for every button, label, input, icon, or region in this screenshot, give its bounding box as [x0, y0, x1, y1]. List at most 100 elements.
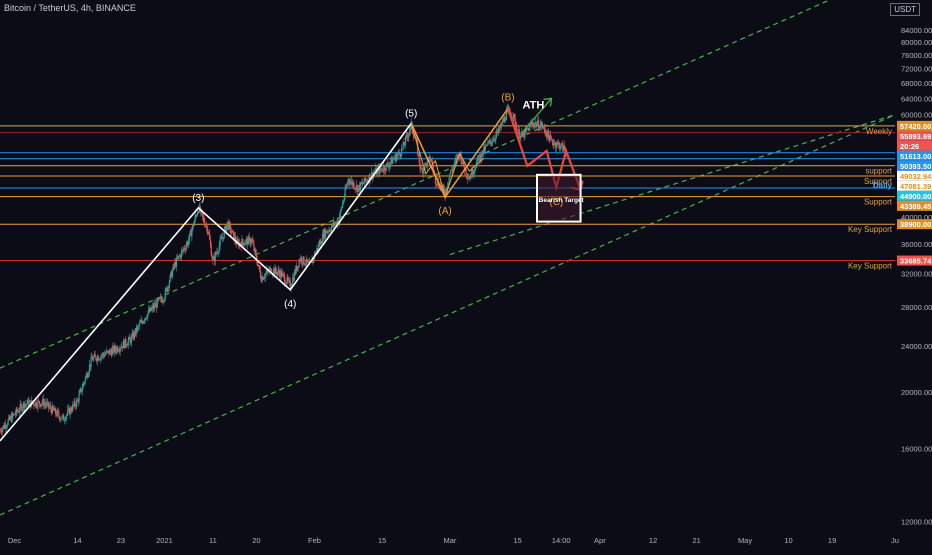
candle-body [396, 154, 399, 157]
candle-body [301, 262, 303, 264]
price-axis-tick: 68000.00 [901, 79, 932, 88]
candle-body [272, 269, 274, 274]
candle-body [141, 320, 143, 322]
candle-body [76, 400, 79, 401]
candle-body [481, 150, 483, 158]
candle-body [359, 182, 362, 191]
candle-body [5, 426, 8, 429]
bullish-arrow-line [521, 98, 553, 133]
currency-button[interactable]: USDT [890, 3, 920, 16]
candle-body [363, 183, 365, 185]
candle-body [318, 244, 320, 246]
candle-body [163, 299, 166, 302]
price-label-pill [897, 190, 932, 201]
candle-body [365, 180, 367, 182]
candle-body [545, 132, 547, 134]
candle-body [522, 132, 524, 137]
candle-body [460, 153, 462, 163]
price-axis-tick: 84000.00 [901, 26, 932, 35]
candle-body [40, 404, 42, 407]
candle-body [75, 405, 77, 407]
candle-body [242, 239, 244, 243]
candle-body [450, 170, 453, 171]
candle-body [38, 400, 41, 405]
time-axis-tick: Ju [891, 536, 899, 545]
candle-body [503, 117, 505, 122]
candle-body [14, 414, 16, 416]
candle-body [357, 187, 359, 192]
candle-body [340, 208, 342, 211]
candle-body [213, 256, 215, 260]
time-axis-tick: 15 [378, 536, 386, 545]
candle-body [150, 308, 153, 311]
price-label-pill [897, 200, 932, 211]
price-axis-tick: 60000.00 [901, 111, 932, 120]
candle-body [213, 256, 216, 262]
candle-body [130, 338, 132, 344]
candle-body [196, 212, 199, 216]
candle-body [89, 364, 91, 367]
candle-body [553, 143, 555, 146]
candle-body [261, 276, 263, 282]
candle-body [151, 306, 153, 309]
candle-body [558, 142, 560, 144]
candle-body [358, 184, 360, 188]
candle-body [223, 230, 225, 239]
wave-label: (C) [549, 197, 563, 208]
candle-body [134, 328, 137, 336]
candle-body [556, 142, 558, 146]
candle-body [209, 239, 212, 245]
candle-body [501, 120, 503, 126]
candle-body [529, 124, 531, 131]
candle-body [384, 170, 387, 172]
candle-body [148, 309, 150, 313]
candle-body [490, 141, 492, 144]
candle-body [409, 130, 411, 134]
channel-line [449, 114, 895, 256]
candle-body [36, 406, 38, 408]
candle-body [504, 120, 507, 122]
candle-body [247, 236, 249, 245]
price-label-pill [897, 180, 932, 191]
candle-body [145, 317, 147, 319]
price-axis-tick: 64000.00 [901, 94, 932, 103]
candle-body [421, 168, 424, 174]
candle-body [116, 347, 118, 352]
time-axis-tick: 20 [252, 536, 260, 545]
candle-body [533, 124, 536, 127]
level-label: support [865, 167, 892, 176]
candle-body [119, 348, 121, 352]
candle-body [86, 374, 88, 378]
candle-body [304, 264, 306, 266]
candle-body [159, 298, 161, 299]
candle-body [43, 403, 45, 406]
candle-body [337, 220, 339, 225]
candle-body [392, 159, 395, 161]
candle-body [79, 391, 81, 395]
candle-body [429, 159, 432, 162]
candle-body [102, 353, 104, 355]
price-axis-tick: 40000.00 [901, 213, 932, 222]
candle-body [250, 239, 253, 243]
candle-body [66, 414, 68, 417]
candle-body [400, 155, 402, 157]
candle-body [217, 251, 220, 253]
candle-body [157, 299, 159, 301]
candle-body [536, 124, 538, 127]
channel-line [0, 0, 832, 369]
candle-body [394, 154, 396, 159]
candle-body [81, 388, 83, 392]
candle-body [55, 408, 57, 414]
level-label: Support [864, 198, 893, 207]
candle-body [26, 400, 29, 404]
candle-body [492, 139, 495, 142]
price-label-pill [897, 219, 932, 230]
candle-body [412, 130, 414, 134]
candle-body [376, 169, 378, 175]
candle-body [142, 321, 145, 324]
candle-body [363, 177, 366, 184]
candle-body [206, 226, 208, 233]
price-axis-tick: 20000.00 [901, 388, 932, 397]
candle-body [550, 138, 553, 140]
candle-body [540, 122, 542, 126]
